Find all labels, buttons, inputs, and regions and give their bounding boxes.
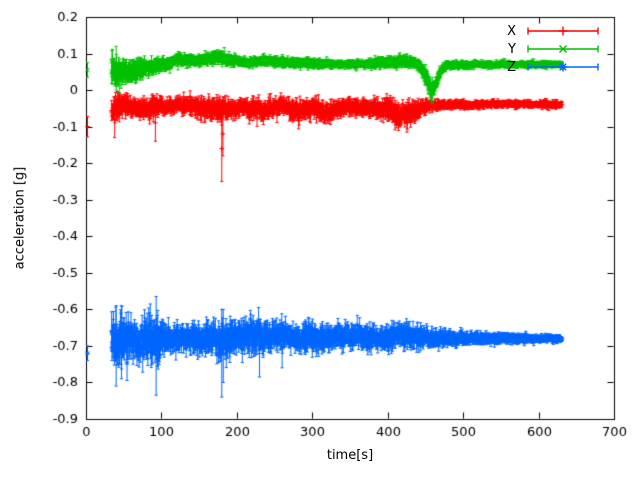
legend-sample-z xyxy=(527,62,599,72)
legend-sample-x xyxy=(527,26,599,36)
legend-label-y: Y xyxy=(508,41,516,57)
legend: X Y Z xyxy=(507,22,600,76)
star-marker-icon xyxy=(527,62,599,72)
cross-marker-icon xyxy=(527,45,599,53)
legend-entry-x: X xyxy=(507,22,600,40)
legend-label-x: X xyxy=(507,23,516,39)
y-axis-label: acceleration [g] xyxy=(12,166,28,270)
legend-entry-y: Y xyxy=(507,40,600,58)
legend-label-z: Z xyxy=(507,59,516,75)
plus-marker-icon xyxy=(527,26,599,36)
legend-sample-y xyxy=(527,45,599,53)
x-axis-label: time[s] xyxy=(326,448,374,463)
legend-entry-z: Z xyxy=(507,58,600,76)
